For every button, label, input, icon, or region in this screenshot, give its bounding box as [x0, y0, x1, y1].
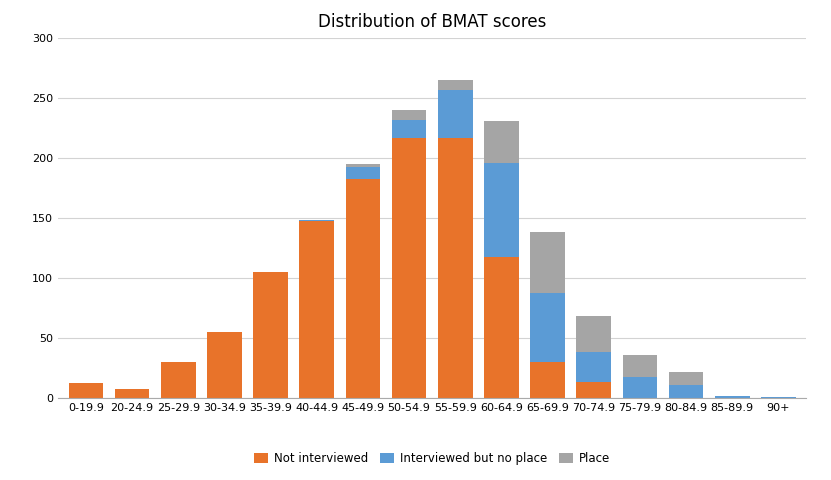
- Bar: [68, 383, 103, 398]
- Bar: [622, 355, 657, 377]
- Bar: [715, 396, 750, 398]
- Bar: [391, 138, 426, 398]
- Bar: [530, 231, 565, 293]
- Bar: [115, 389, 150, 398]
- Bar: [577, 382, 611, 398]
- Bar: [299, 219, 334, 221]
- Bar: [484, 163, 519, 257]
- Bar: [669, 372, 703, 385]
- Bar: [346, 167, 381, 179]
- Bar: [530, 362, 565, 398]
- Bar: [484, 257, 519, 398]
- Bar: [346, 179, 381, 398]
- Bar: [577, 351, 611, 382]
- Bar: [346, 164, 381, 167]
- Bar: [299, 221, 334, 398]
- Bar: [530, 293, 565, 362]
- Bar: [761, 397, 796, 398]
- Bar: [484, 121, 519, 163]
- Bar: [391, 120, 426, 138]
- Bar: [438, 80, 473, 90]
- Bar: [391, 110, 426, 120]
- Bar: [207, 332, 242, 398]
- Bar: [161, 362, 195, 398]
- Legend: Not interviewed, Interviewed but no place, Place: Not interviewed, Interviewed but no plac…: [249, 447, 615, 470]
- Bar: [438, 138, 473, 398]
- Bar: [669, 385, 703, 398]
- Bar: [438, 90, 473, 138]
- Title: Distribution of BMAT scores: Distribution of BMAT scores: [318, 13, 546, 31]
- Bar: [577, 316, 611, 351]
- Bar: [622, 377, 657, 398]
- Bar: [253, 272, 288, 398]
